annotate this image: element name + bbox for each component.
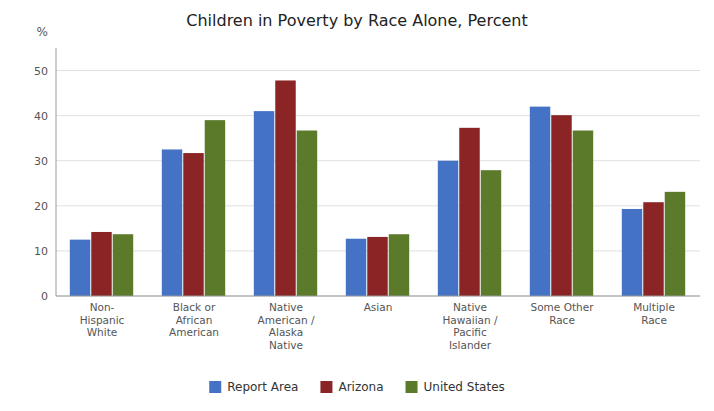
bar: [389, 234, 409, 296]
x-axis: Non-HispanicWhite Black orAfricanAmerican…: [80, 301, 675, 351]
bar: [459, 128, 479, 296]
y-tick-label: 10: [34, 245, 48, 258]
bar: [346, 239, 366, 296]
bar: [643, 202, 663, 296]
bar: [367, 237, 387, 296]
bar: [113, 234, 133, 296]
x-tick-label: Black orAfricanAmerican: [169, 301, 219, 338]
bars: [70, 80, 685, 296]
x-tick-label: Non-HispanicWhite: [80, 301, 125, 338]
bar: [183, 153, 203, 296]
bar: [481, 170, 501, 296]
bar: [665, 192, 685, 296]
y-tick-label: 0: [41, 290, 48, 303]
legend-swatch: [209, 381, 221, 393]
bar: [438, 161, 458, 296]
grid-line: [56, 160, 700, 161]
bar: [162, 149, 182, 296]
legend-label: United States: [424, 380, 505, 394]
chart: Children in Poverty by Race Alone, Perce…: [0, 0, 714, 411]
bar: [254, 111, 274, 296]
bar: [275, 80, 295, 296]
x-tick-label: Asian: [364, 301, 393, 313]
bar: [530, 107, 550, 296]
x-axis-line: [56, 296, 700, 297]
grid-line: [56, 296, 700, 297]
y-tick-label: 40: [34, 110, 48, 123]
bar: [573, 131, 593, 296]
x-tick-label: Some OtherRace: [531, 301, 595, 326]
y-axis-line: [56, 48, 57, 296]
title: Children in Poverty by Race Alone, Perce…: [186, 11, 527, 30]
bar: [205, 120, 225, 296]
bar: [622, 209, 642, 296]
grid-line: [56, 115, 700, 116]
grid-line: [56, 70, 700, 71]
legend-swatch: [320, 381, 332, 393]
grid-line: [56, 205, 700, 206]
x-tick-label: NativeAmerican /AlaskaNative: [258, 301, 315, 351]
y-axis: 0 10 20 30 40 50: [34, 65, 700, 303]
bar: [551, 115, 571, 296]
y-tick-label: 30: [34, 155, 48, 168]
legend-label: Arizona: [338, 380, 383, 394]
legend: Report Area Arizona United States: [209, 380, 505, 394]
bar: [70, 240, 90, 296]
y-axis-label: %: [37, 25, 48, 39]
x-tick-label: MultipleRace: [633, 301, 675, 326]
x-tick-label: NativeHawaiian /PacificIslander: [442, 301, 498, 351]
y-tick-label: 20: [34, 200, 48, 213]
legend-swatch: [406, 381, 418, 393]
legend-label: Report Area: [227, 380, 298, 394]
y-tick-label: 50: [34, 65, 48, 78]
bar: [91, 232, 111, 296]
bar: [297, 131, 317, 296]
